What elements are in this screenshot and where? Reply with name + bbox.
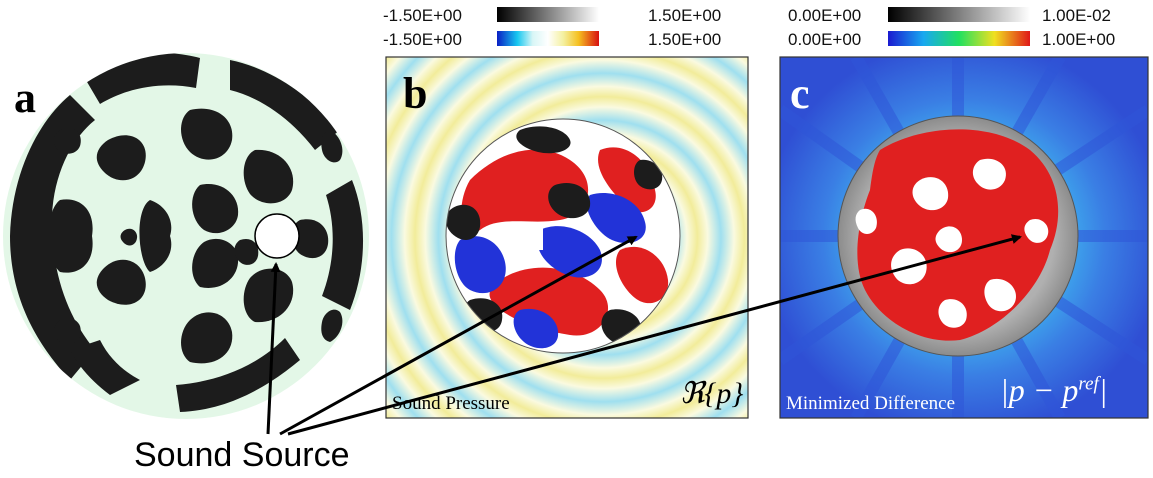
colorbar-b-color-min: -1.50E+00 — [383, 30, 462, 49]
colorbar-c-gray-max: 1.00E-02 — [1042, 6, 1111, 25]
colorbar-b-color-max: 1.50E+00 — [648, 30, 722, 49]
caption-minimized-difference: Minimized Difference — [786, 393, 955, 414]
colorbar-c-color-max: 1.00E+00 — [1042, 30, 1116, 49]
colorbar-c-gray — [888, 7, 1030, 22]
panel-b-pressure-field — [385, 56, 749, 419]
formula-difference-main: |p − p — [1000, 372, 1079, 408]
panel-letter-b: b — [403, 69, 428, 118]
panel-a-design — [3, 53, 369, 419]
formula-real-p: ℜ{p} — [680, 377, 744, 410]
panel-c-difference-field — [779, 56, 1149, 419]
difference-blobs — [855, 129, 1059, 341]
panel-letter-a: a — [14, 73, 36, 122]
panel-letter-c: c — [790, 69, 810, 118]
colorbar-b-diverging — [497, 31, 599, 46]
colorbar-c-color-min: 0.00E+00 — [788, 30, 862, 49]
formula-difference-end: | — [1098, 372, 1108, 408]
colorbar-b-gray-min: -1.50E+00 — [383, 6, 462, 25]
sound-source-arrows — [266, 234, 1022, 436]
formula-difference: |p − pref| — [1000, 372, 1108, 409]
caption-sound-pressure: Sound Pressure — [392, 393, 510, 414]
colorbar-b-gray-max: 1.50E+00 — [648, 6, 722, 25]
pressure-blobs — [446, 126, 669, 349]
material-blobs-a — [10, 53, 364, 412]
design-domain-disk — [3, 53, 369, 419]
colorbar-c-gray-min: 0.00E+00 — [788, 6, 862, 25]
colorbar-c-jet — [888, 31, 1030, 46]
colorbar-b-gray — [497, 7, 599, 22]
sound-source-label: Sound Source — [134, 436, 350, 474]
sound-source-circle — [254, 213, 300, 259]
formula-difference-sup: ref — [1078, 373, 1099, 395]
